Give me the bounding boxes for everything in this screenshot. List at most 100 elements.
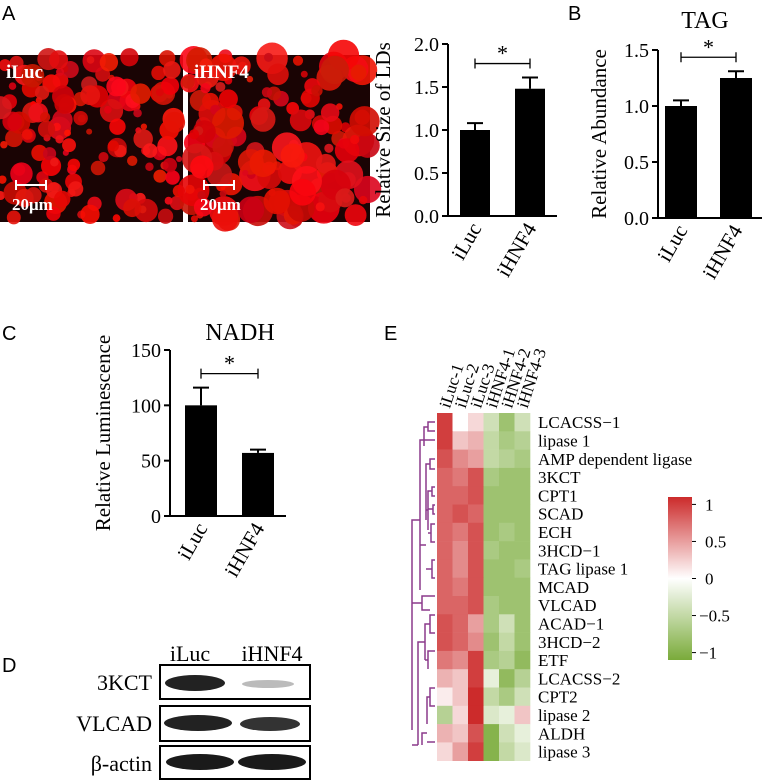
- lipid-droplet: [5, 129, 23, 148]
- lipid-droplet: [350, 134, 360, 145]
- lipid-droplet: [267, 63, 289, 86]
- heatmap-cell: [437, 614, 453, 633]
- heatmap-cell: [452, 413, 469, 432]
- heatmap-cell: [514, 632, 531, 652]
- heatmap-cell: [437, 632, 453, 652]
- heatmap-cell: [452, 614, 469, 633]
- heatmap-cell: [483, 577, 500, 597]
- lipid-droplet: [193, 198, 213, 217]
- heatmap-cell: [468, 596, 484, 615]
- lipid-droplet: [315, 202, 325, 212]
- lipid-droplet: [196, 65, 219, 89]
- heatmap-cell: [483, 742, 500, 761]
- row-label: ALDH: [538, 724, 585, 743]
- heatmap-cell: [483, 504, 500, 524]
- colorbar-tick-label: 1: [705, 495, 714, 514]
- lipid-droplet: [127, 155, 138, 166]
- lipid-droplet: [163, 61, 181, 79]
- heatmap-cell: [483, 724, 500, 743]
- lipid-droplet: [176, 155, 183, 163]
- lipid-droplet: [25, 187, 42, 204]
- heatmap-cell: [452, 650, 469, 670]
- heatmap-cell: [483, 559, 500, 578]
- row-label: AMP dependent ligase: [538, 450, 692, 469]
- row-label: ACAD−1: [538, 614, 604, 633]
- lipid-droplet: [189, 129, 200, 140]
- western-blot: iLuc iHNF4 3KCT VLCAD β-actin: [76, 641, 311, 780]
- lipid-droplet: [358, 195, 368, 205]
- band: [240, 717, 300, 731]
- heatmap-cell: [499, 577, 515, 597]
- heatmap-cell: [499, 486, 515, 505]
- heatmap-cell: [452, 486, 469, 505]
- heatmap-cell: [483, 669, 500, 688]
- y-tick-label: 1.0: [624, 96, 649, 118]
- lipid-droplet: [39, 112, 51, 123]
- panel-label: E: [384, 323, 397, 345]
- heatmap-cell: [499, 687, 515, 707]
- dendrogram-branch: [419, 421, 435, 590]
- y-axis-label: Relative Luminescence: [91, 335, 115, 532]
- heatmap-cell: [499, 431, 515, 450]
- row-label: MCAD: [538, 578, 589, 597]
- lipid-droplet: [98, 151, 109, 163]
- lipid-droplet: [52, 72, 69, 89]
- lipid-droplet: [292, 55, 304, 66]
- row-label: 3HCD−2: [538, 633, 600, 652]
- lipid-droplet: [350, 64, 367, 81]
- row-label: lipase 2: [538, 706, 590, 725]
- lipid-droplet: [120, 48, 139, 67]
- lipid-droplet: [313, 119, 330, 136]
- lipid-droplet: [355, 133, 380, 158]
- chart-title: TAG: [681, 8, 728, 34]
- lipid-droplet: [335, 188, 355, 208]
- row-label: LCACSS−2: [538, 669, 620, 688]
- lipid-droplet: [164, 196, 173, 205]
- band: [164, 715, 232, 731]
- band-label: 3KCT: [97, 670, 153, 695]
- lipid-droplet: [242, 169, 249, 176]
- lane-label: iHNF4: [241, 641, 302, 666]
- panel-label: B: [568, 3, 581, 25]
- lipid-droplet: [157, 208, 174, 224]
- y-tick-label: 0.0: [414, 206, 439, 228]
- bar: [720, 78, 752, 218]
- heatmap-cell: [514, 742, 531, 761]
- lipid-droplet: [261, 87, 273, 98]
- heatmap-cell: [514, 669, 531, 688]
- heatmap-cell: [468, 577, 484, 597]
- lipid-droplet: [349, 106, 380, 137]
- lipid-droplet: [62, 138, 76, 153]
- y-axis-label: Relative Abundance: [587, 49, 611, 219]
- bar: [665, 106, 697, 218]
- heatmap-cell: [452, 449, 469, 469]
- lipid-droplet: [212, 135, 234, 158]
- heatmap-cell: [452, 742, 469, 761]
- lipid-droplet: [67, 158, 81, 172]
- row-label: TAG lipase 1: [538, 560, 628, 579]
- row-label: CPT2: [538, 688, 578, 707]
- heatmap-cell: [437, 724, 453, 743]
- dendrogram-branch: [412, 595, 435, 611]
- bar: [460, 130, 490, 216]
- heatmap-cell: [437, 705, 453, 725]
- heatmap-cell: [499, 705, 515, 725]
- lipid-droplet: [181, 75, 195, 89]
- lipid-droplet: [211, 205, 239, 232]
- heatmap-cell: [437, 669, 453, 688]
- heatmap-cell: [437, 431, 453, 450]
- row-label: ECH: [538, 523, 572, 542]
- micrograph-label: iLuc: [6, 62, 43, 83]
- y-tick-label: 150: [131, 340, 161, 362]
- lipid-droplet: [237, 196, 265, 223]
- x-tick-label: iHNF4: [491, 218, 541, 281]
- lipid-droplet: [311, 85, 323, 97]
- lipid-droplet: [334, 138, 360, 163]
- error-bar: [522, 76, 538, 89]
- heatmap-cell: [499, 650, 515, 670]
- y-tick-label: 0: [151, 506, 161, 528]
- heatmap-cell: [452, 522, 469, 542]
- micrographs: iLuc 20μm iHNF4 20μm: [0, 39, 382, 232]
- lipid-droplet: [157, 135, 178, 157]
- heatmap-cell: [437, 596, 453, 615]
